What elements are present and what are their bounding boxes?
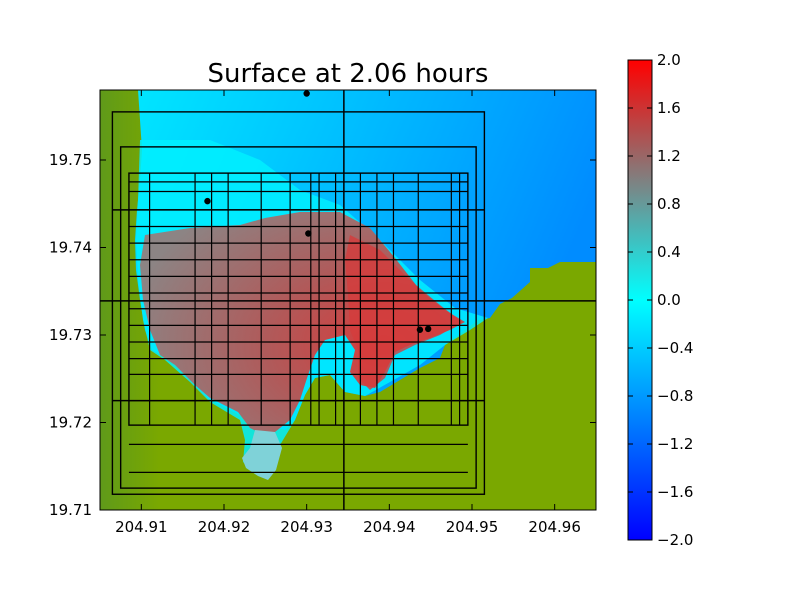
y-tick-label: 19.75 (49, 151, 92, 169)
x-tick-label: 204.91 (115, 518, 168, 536)
x-axis: 204.91 204.92 204.93 204.94 204.95 204.96 (115, 90, 581, 536)
colorbar-tick-label: −0.8 (657, 387, 693, 405)
gauge-marker (305, 230, 312, 237)
y-tick-label: 19.72 (49, 414, 92, 432)
chart-title: Surface at 2.06 hours (208, 59, 489, 89)
colorbar-axis: 2.0 1.6 1.2 0.8 0.4 0.0 −0.4 −0.8 −1.2 −1.6 −2.0 (628, 51, 693, 549)
gauge-points (204, 90, 432, 333)
y-axis: 19.71 19.72 19.73 19.74 19.75 (49, 151, 596, 519)
colorbar-tick-label: 0.8 (657, 195, 681, 213)
colorbar-tick-label: 1.6 (657, 99, 681, 117)
colorbar-tick-label: −2.0 (657, 531, 693, 549)
y-tick-label: 19.73 (49, 326, 92, 344)
gauge-marker (416, 326, 424, 333)
colorbar-tick-label: 0.4 (657, 243, 681, 261)
flood-plume (242, 430, 282, 480)
x-tick-label: 204.92 (198, 518, 251, 536)
gauge-marker (204, 197, 211, 205)
x-tick-label: 204.96 (528, 518, 581, 536)
colorbar-tick-label: 0.0 (657, 291, 681, 309)
grid-outline-level-3 (128, 172, 469, 426)
plot-area (100, 90, 596, 510)
x-tick-label: 204.94 (363, 518, 416, 536)
plot-frame (99, 89, 597, 511)
grid-outline-level-1 (111, 111, 486, 495)
grid-outline-level-2 (119, 146, 477, 489)
colorbar-tick-label: −1.2 (657, 435, 693, 453)
colorbar-tick-label: −1.6 (657, 483, 693, 501)
gauge-marker (424, 325, 432, 333)
colorbar-tick-label: −0.4 (657, 339, 693, 357)
y-tick-label: 19.74 (49, 239, 92, 257)
refinement-grid (100, 90, 596, 510)
x-tick-label: 204.95 (446, 518, 499, 536)
x-tick-label: 204.93 (280, 518, 333, 536)
y-tick-label: 19.71 (49, 501, 92, 519)
flood-hotspot (345, 235, 462, 390)
colorbar-tick-label: 1.2 (657, 147, 681, 165)
colorbar-tick-label: 2.0 (657, 51, 681, 69)
